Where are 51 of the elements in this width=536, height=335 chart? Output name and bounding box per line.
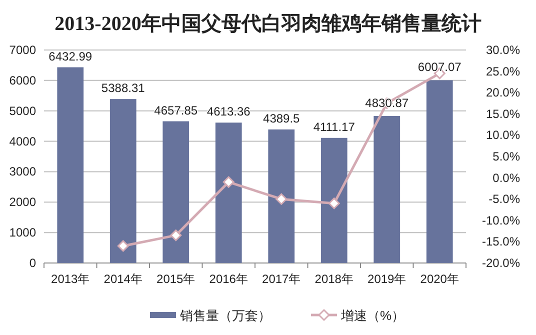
x-tick-label: 2018年 bbox=[314, 272, 354, 286]
data-label: 5388.31 bbox=[101, 81, 146, 96]
data-label: 4657.85 bbox=[154, 103, 198, 118]
y2-tick-label: 30.0% bbox=[486, 43, 520, 57]
y2-tick-label: 10.0% bbox=[486, 128, 520, 142]
point bbox=[170, 230, 182, 242]
y2-tick-label: 25.0% bbox=[486, 64, 520, 78]
x-tick-label: 2017年 bbox=[262, 272, 301, 286]
bar bbox=[57, 67, 84, 263]
data-label: 4613.36 bbox=[206, 104, 251, 119]
bar bbox=[320, 138, 348, 263]
data-label: 6007.07 bbox=[418, 60, 462, 74]
chart-title: 2013-2020年中国父母代白羽肉雏鸡年销售量统计 bbox=[54, 12, 482, 35]
y2-tick-label: -10.0% bbox=[482, 213, 520, 228]
bar bbox=[268, 129, 295, 263]
point bbox=[328, 198, 340, 210]
x-tick-label: 2013年 bbox=[51, 272, 90, 286]
y2-tick-label: -15.0% bbox=[482, 234, 520, 249]
y2-tick-label: 20.0% bbox=[486, 86, 520, 100]
y-tick-label: 5000 bbox=[9, 104, 36, 118]
x-tick-label: 2015年 bbox=[156, 272, 196, 286]
data-label: 4389.5 bbox=[263, 111, 300, 126]
legend-label: 销售量（万套） bbox=[179, 308, 271, 323]
point bbox=[222, 176, 234, 188]
y-tick-label: 3000 bbox=[9, 164, 36, 179]
bar bbox=[110, 99, 136, 263]
x-tick-label: 2016年 bbox=[209, 272, 248, 286]
y2-tick-label: -20.0% bbox=[482, 256, 520, 270]
data-label: 6432.99 bbox=[48, 49, 92, 64]
bar bbox=[162, 121, 190, 263]
bar bbox=[215, 122, 242, 263]
y-tick-label: 7000 bbox=[9, 43, 36, 57]
y2-tick-label: 0.0% bbox=[492, 170, 520, 185]
y-tick-label: 2000 bbox=[9, 195, 36, 210]
x-tick-label: 2020年 bbox=[420, 272, 459, 286]
y2-tick-label: 15.0% bbox=[486, 106, 520, 121]
bar bbox=[426, 80, 453, 263]
legend-label: 增速（%） bbox=[340, 308, 405, 323]
data-label: 4111.17 bbox=[313, 120, 356, 134]
y-tick-label: 4000 bbox=[9, 134, 36, 148]
y2-tick-label: -5.0% bbox=[488, 192, 520, 206]
bar bbox=[374, 116, 400, 263]
y2-tick-label: 5.0% bbox=[492, 150, 520, 164]
point bbox=[276, 193, 288, 205]
y-tick-label: 6000 bbox=[9, 73, 36, 88]
x-tick-label: 2014年 bbox=[104, 272, 142, 286]
data-label: 4830.87 bbox=[365, 96, 409, 110]
x-tick-label: 2019年 bbox=[368, 272, 406, 286]
y-tick-label: 0 bbox=[29, 256, 36, 270]
y-tick-label: 1000 bbox=[9, 226, 36, 240]
point bbox=[117, 240, 129, 252]
